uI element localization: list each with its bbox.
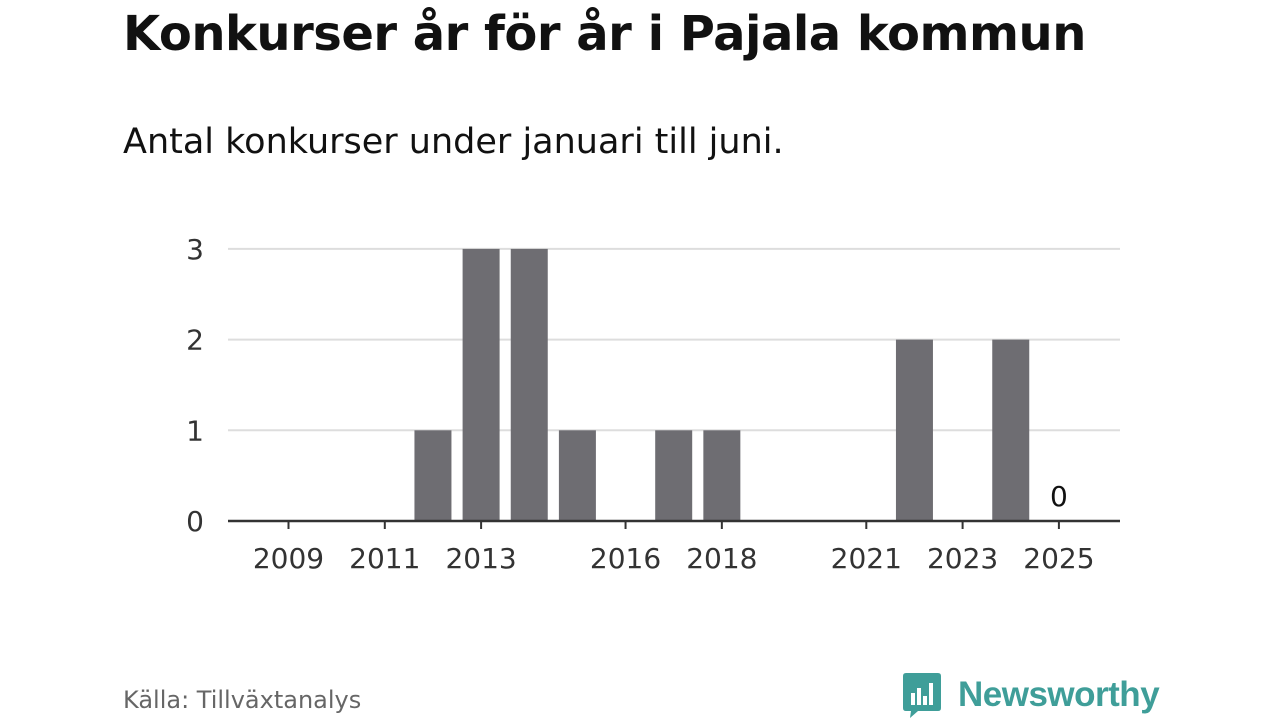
y-tick-label: 2	[186, 324, 204, 357]
x-tick-label: 2011	[349, 542, 420, 575]
x-tick-label: 2013	[445, 542, 516, 575]
x-tick-label: 2016	[590, 542, 661, 575]
y-tick-label: 1	[186, 414, 204, 447]
x-tick-label: 2018	[686, 542, 757, 575]
bar-2022	[895, 339, 933, 521]
x-tick-label: 2023	[927, 542, 998, 575]
chart-title: Konkurser år för år i Pajala kommun	[123, 6, 1086, 62]
bar-2012	[414, 430, 452, 521]
bar-2024	[992, 339, 1030, 521]
chart-subtitle: Antal konkurser under januari till juni.	[123, 122, 784, 162]
bar-2014	[510, 248, 548, 521]
x-tick-label: 2021	[831, 542, 902, 575]
speech-bubble-bar-chart-icon	[903, 673, 941, 718]
y-tick-label: 0	[186, 505, 204, 538]
bar-2018	[703, 430, 741, 521]
brand-logo: Newsworthy	[902, 671, 1160, 719]
bar-2017	[655, 430, 693, 521]
x-tick-label: 2009	[253, 542, 324, 575]
x-tick-label: 2025	[1023, 542, 1094, 575]
data-label: 0	[1050, 480, 1068, 513]
y-tick-label: 3	[186, 233, 204, 266]
bar-2015	[558, 430, 596, 521]
source-note: Källa: Tillväxtanalys	[123, 686, 362, 714]
brand-name: Newsworthy	[958, 675, 1160, 714]
bar-2013	[462, 248, 500, 521]
bar-chart: 2009 2011 2013 2016 2018 2021 2023 2025 0 1 2 3 0	[186, 233, 1120, 575]
